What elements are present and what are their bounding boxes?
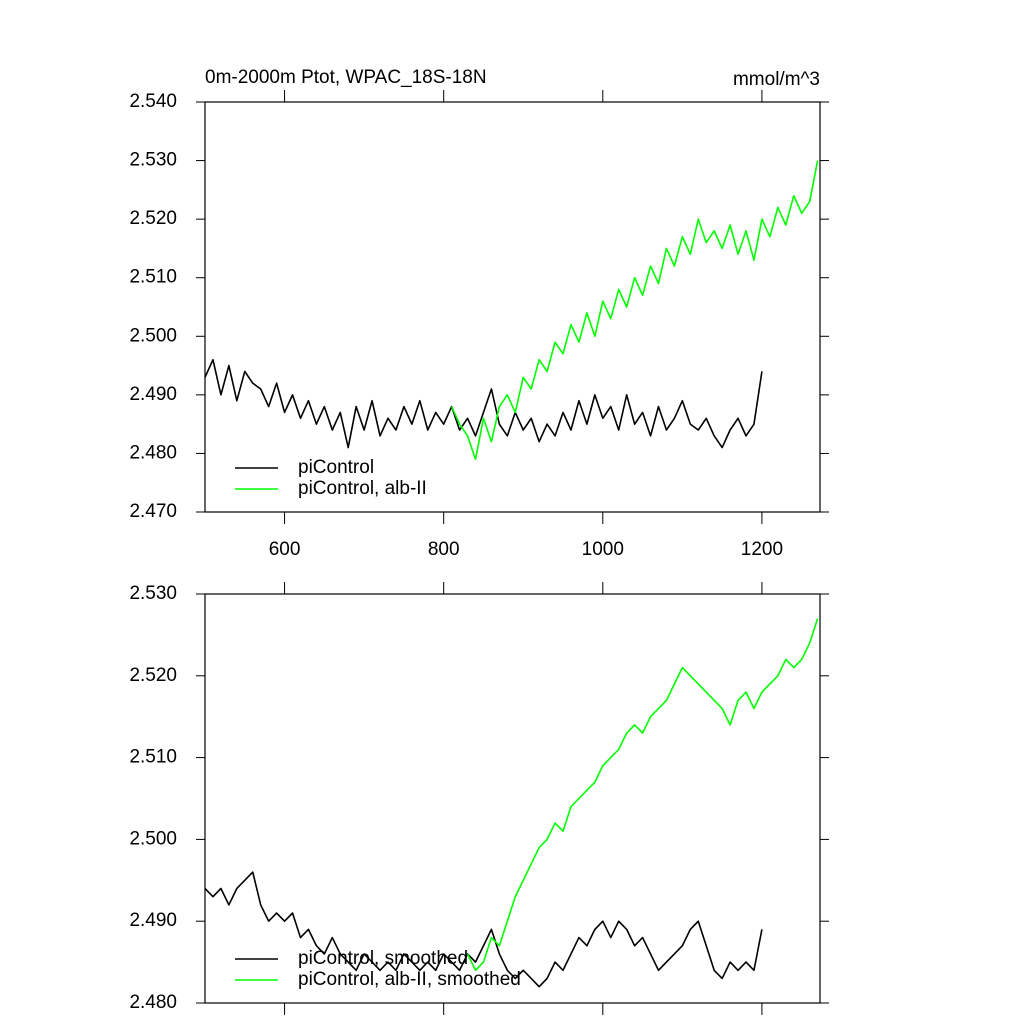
y-tick-label: 2.500 xyxy=(129,828,177,849)
y-tick-label: 2.520 xyxy=(129,208,177,229)
data-line xyxy=(466,618,819,972)
legend-label: piControl xyxy=(298,457,374,478)
y-tick-label: 2.490 xyxy=(129,910,177,931)
data-line xyxy=(204,358,763,449)
data-line xyxy=(450,160,819,461)
y-tick-label: 2.500 xyxy=(129,325,177,346)
y-tick-label: 2.470 xyxy=(129,501,177,522)
y-tick-label: 2.520 xyxy=(129,665,177,686)
plot-frame xyxy=(204,593,821,1004)
data-line xyxy=(204,871,763,988)
y-tick-label: 2.480 xyxy=(129,992,177,1013)
y-tick-label: 2.480 xyxy=(129,442,177,463)
x-tick-label: 1000 xyxy=(582,539,624,560)
chart-title: 0m-2000m Ptot, WPAC_18S-18N xyxy=(205,67,487,88)
x-tick-label: 600 xyxy=(269,539,301,560)
x-tick-label: 800 xyxy=(428,539,460,560)
y-tick-label: 2.510 xyxy=(129,747,177,768)
plot-frame xyxy=(204,101,821,513)
y-tick-label: 2.530 xyxy=(129,150,177,171)
units-label: mmol/m^3 xyxy=(733,69,820,90)
y-tick-label: 2.490 xyxy=(129,384,177,405)
legend-label: piControl, alb-II xyxy=(298,478,427,499)
y-tick-label: 2.510 xyxy=(129,267,177,288)
legend-label: piControl, smoothed xyxy=(298,948,468,969)
legend-label: piControl, alb-II, smoothed xyxy=(298,969,521,990)
x-tick-label: 1200 xyxy=(741,539,783,560)
y-tick-label: 2.530 xyxy=(129,583,177,604)
y-tick-label: 2.540 xyxy=(129,91,177,112)
